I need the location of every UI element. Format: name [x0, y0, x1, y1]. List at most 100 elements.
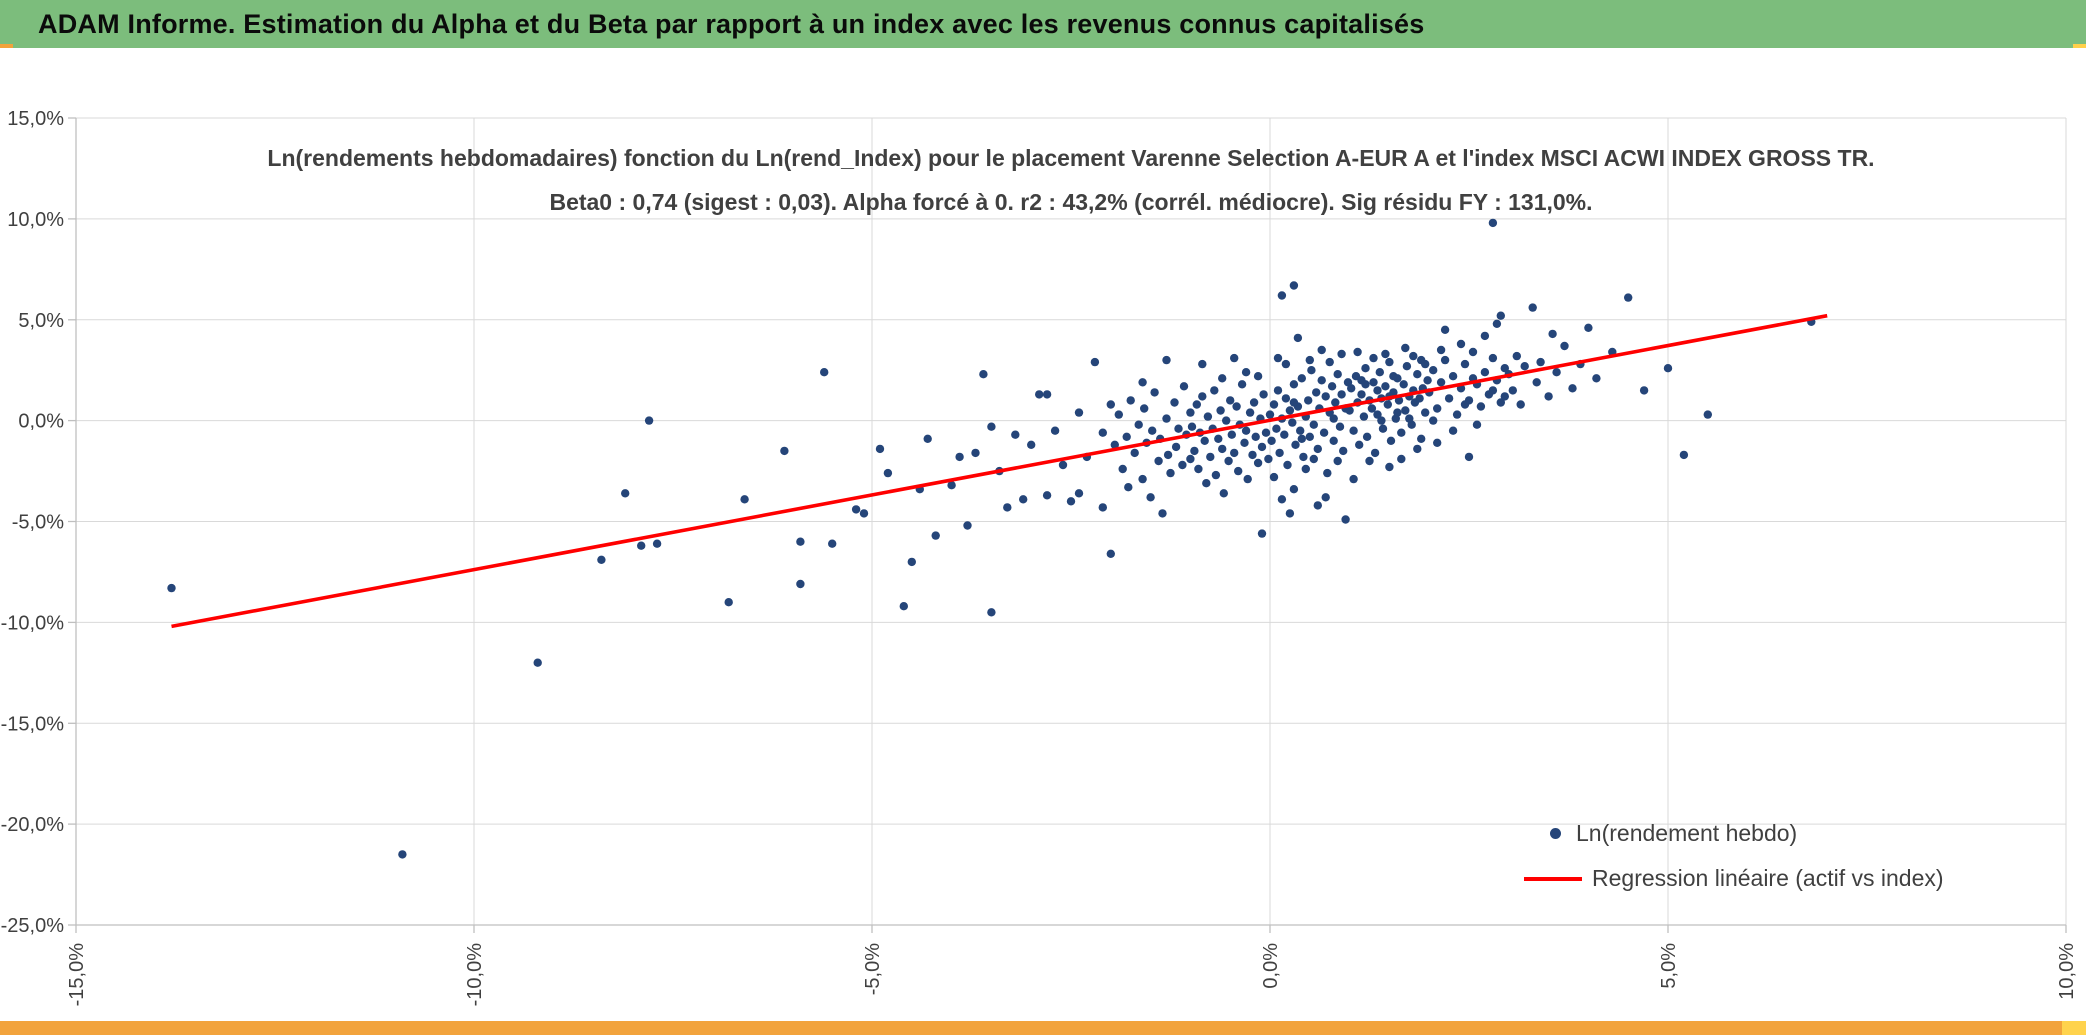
scatter-point — [1383, 400, 1393, 409]
scatter-point — [1309, 420, 1319, 429]
scatter-point — [1269, 400, 1279, 409]
scatter-point — [1325, 357, 1334, 367]
scatter-point — [1122, 432, 1131, 441]
scatter-point — [652, 539, 662, 548]
scatter-point — [1500, 392, 1510, 401]
scatter-point — [1106, 549, 1116, 558]
chart-area[interactable]: 15,0% 10,0% 5,0% 0,0% -5,0% -10,0% -15,0% -20,0… — [0, 48, 2086, 1021]
scatter-point — [859, 509, 869, 518]
scatter-point — [1162, 414, 1171, 423]
scatter-point — [1171, 442, 1181, 452]
scatter-point — [1321, 493, 1330, 502]
scatter-point — [1307, 366, 1316, 375]
scatter-point — [1703, 410, 1713, 419]
scatter-point — [1042, 491, 1052, 500]
scatter-point — [1381, 349, 1390, 359]
scatter-point — [1267, 436, 1276, 445]
scatter-point — [1281, 359, 1291, 369]
scatter-point — [1536, 357, 1545, 367]
scatter-point — [1074, 408, 1084, 417]
scatter-point — [1253, 458, 1263, 468]
scatter-point — [1460, 359, 1470, 369]
y-axis-tick-label: 15,0% — [7, 108, 64, 130]
scatter-point — [1333, 456, 1342, 466]
scatter-point — [1058, 460, 1068, 470]
legend-label-regression: Regression linéaire (actif vs index) — [1592, 865, 1944, 891]
scatter-point — [1243, 474, 1252, 484]
scatter-point — [1492, 319, 1502, 328]
scatter-point — [1381, 382, 1390, 391]
scatter-point — [1321, 392, 1330, 401]
scatter-point — [1285, 509, 1295, 518]
scatter-point — [1179, 382, 1189, 391]
scatter-plot[interactable]: 15,0% 10,0% 5,0% 0,0% -5,0% -10,0% -15,0% -20,0… — [0, 48, 2086, 1021]
scatter-point — [1568, 384, 1577, 393]
scatter-point — [883, 468, 893, 478]
scatter-point — [1227, 430, 1237, 439]
scatter-point — [1281, 394, 1291, 403]
scatter-point — [1337, 349, 1346, 359]
scatter-point — [1359, 412, 1369, 421]
x-axis-tick-label: 0,0% — [1260, 943, 1282, 989]
scatter-point — [1413, 444, 1422, 454]
scatter-point — [1251, 432, 1260, 441]
scatter-point — [1234, 466, 1243, 476]
chart-title: Ln(rendements hebdomadaires) fonction du… — [76, 136, 2066, 224]
x-axis-tick-label: 10,0% — [2056, 943, 2078, 1000]
legend-item-regression[interactable]: Regression linéaire (actif vs index) — [1524, 865, 1944, 892]
scatter-point — [1429, 416, 1438, 425]
scatter-point — [167, 583, 176, 593]
scatter-point — [1417, 434, 1426, 443]
scatter-point — [621, 489, 630, 498]
scatter-point — [1397, 454, 1406, 464]
scatter-point — [1399, 380, 1408, 389]
scatter-point — [1118, 464, 1127, 474]
scatter-point — [1405, 414, 1414, 423]
scatter-point — [1187, 422, 1197, 431]
scatter-point — [1353, 347, 1362, 357]
scatter-point — [1178, 460, 1187, 470]
scatter-point — [1245, 408, 1255, 417]
scatter-point — [1140, 404, 1149, 413]
scatter-point — [1496, 311, 1506, 320]
scatter-point — [1323, 468, 1332, 478]
scatter-point — [1224, 456, 1233, 466]
scatter-point — [1401, 343, 1410, 353]
scatter-point — [1488, 353, 1498, 363]
scatter-point — [1200, 436, 1209, 445]
scatter-point — [1313, 444, 1323, 454]
scatter-point — [1126, 396, 1135, 405]
scatter-point — [1349, 474, 1358, 484]
scatter-point — [1114, 410, 1124, 419]
scatter-point — [1309, 454, 1319, 464]
scatter-point — [597, 555, 606, 564]
scatter-point — [1293, 333, 1303, 343]
accent-bottom-bar — [0, 1021, 2086, 1035]
scatter-point — [1312, 388, 1321, 397]
scatter-point — [1472, 420, 1482, 429]
scatter-point — [1560, 341, 1569, 351]
scatter-point — [1019, 495, 1028, 504]
scatter-point — [1289, 281, 1299, 290]
x-axis-tick-label: 5,0% — [1658, 943, 1680, 989]
x-axis-tick-label: -10,0% — [464, 943, 486, 1007]
legend[interactable]: Ln(rendement hebdo) Regression linéaire … — [1524, 820, 1944, 892]
scatter-point — [899, 602, 908, 611]
scatter-point — [1440, 325, 1450, 334]
scatter-point — [1460, 400, 1470, 409]
scatter-point — [1257, 529, 1267, 538]
scatter-point — [1289, 398, 1299, 407]
scatter-point — [1304, 396, 1313, 405]
scatter-point — [1444, 394, 1454, 403]
scatter-point — [1378, 424, 1388, 433]
scatter-point — [1516, 400, 1525, 409]
scatter-point — [979, 370, 988, 379]
scatter-point — [780, 446, 789, 456]
scatter-point — [1385, 357, 1394, 367]
scatter-point — [987, 608, 996, 617]
scatter-point — [1257, 442, 1267, 452]
scatter-point — [1331, 398, 1340, 407]
scatter-point — [1148, 426, 1157, 435]
scatter-point — [1369, 378, 1378, 387]
legend-item-scatter[interactable]: Ln(rendement hebdo) — [1524, 820, 1944, 847]
